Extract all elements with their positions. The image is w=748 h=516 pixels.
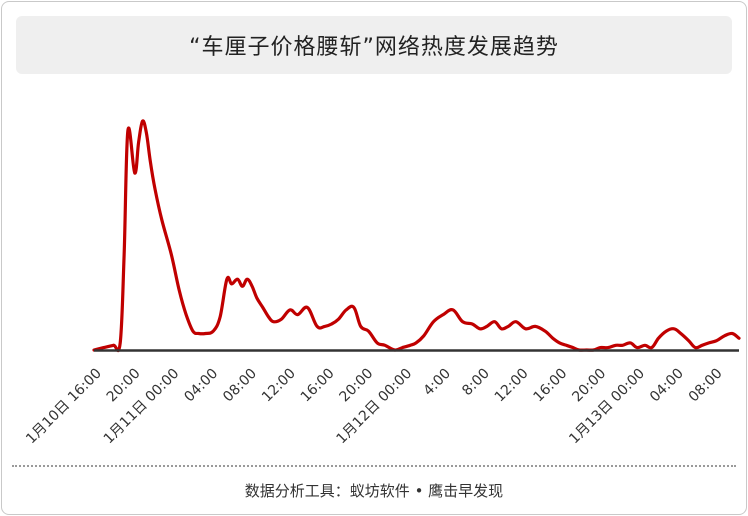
x-tick-label: 08:00	[686, 366, 726, 406]
chart-title: “车厘子价格腰斩”网络热度发展趋势	[189, 35, 559, 60]
x-tick-label: 04:00	[181, 366, 221, 406]
x-tick-label: 04:00	[647, 366, 687, 406]
x-tick-label: 12:00	[492, 366, 532, 406]
x-tick-label: 1月10日 16:00	[23, 366, 105, 448]
x-tick-label: 08:00	[220, 366, 260, 406]
chart-title-box: “车厘子价格腰斩”网络热度发展趋势	[16, 16, 732, 74]
x-tick-label: 12:00	[259, 366, 299, 406]
x-tick-label: 8:00	[459, 366, 493, 400]
source-credit: 数据分析工具：蚁坊软件 • 鹰击早发现	[244, 482, 504, 500]
series-line-0	[92, 119, 741, 353]
x-tick-label: 16:00	[531, 366, 571, 406]
x-tick-label: 4:00	[420, 366, 454, 400]
footer-divider	[12, 465, 736, 467]
x-tick-label: 16:00	[298, 366, 338, 406]
